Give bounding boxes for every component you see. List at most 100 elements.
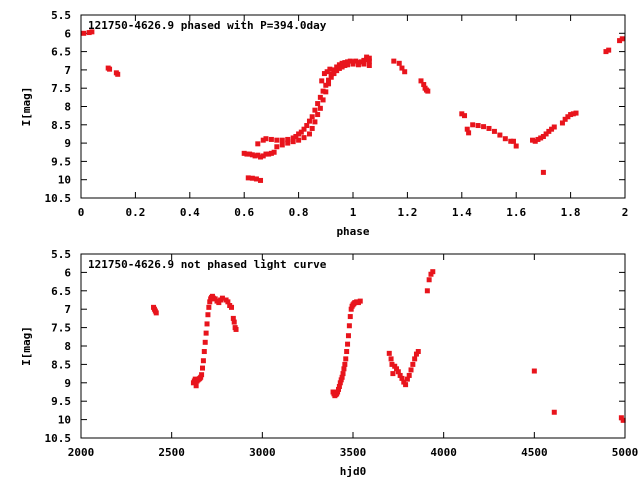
data-point: [255, 152, 261, 158]
data-point: [543, 131, 549, 137]
data-point: [415, 349, 421, 355]
data-point: [205, 312, 211, 318]
data-point: [298, 129, 304, 135]
data-point: [86, 30, 92, 36]
data-point: [306, 118, 312, 124]
data-point: [203, 330, 209, 336]
data-point: [204, 321, 210, 327]
data-point: [459, 111, 465, 117]
data-point: [366, 55, 372, 61]
data-point: [347, 314, 353, 320]
data-point: [258, 177, 264, 183]
unphased-data-points: [151, 269, 626, 423]
data-point: [565, 114, 571, 120]
data-point: [245, 175, 251, 181]
data-point: [428, 271, 434, 277]
x-tick-label: 2: [622, 206, 629, 219]
y-tick-label: 8: [64, 340, 71, 353]
data-point: [207, 299, 213, 305]
data-point: [342, 63, 348, 69]
data-point: [402, 69, 408, 75]
data-point: [331, 71, 337, 77]
data-point: [290, 135, 296, 141]
data-point: [426, 277, 432, 283]
x-tick-label: 1.2: [397, 206, 417, 219]
y-tick-label: 7.5: [51, 322, 71, 335]
y-tick-label: 10: [58, 414, 71, 427]
data-point: [198, 374, 204, 380]
data-point: [396, 60, 402, 66]
data-point: [364, 54, 370, 60]
y-tick-label: 7: [64, 64, 71, 77]
data-point: [255, 141, 261, 147]
data-point: [260, 153, 266, 159]
data-point: [466, 130, 472, 136]
data-point: [231, 319, 237, 325]
x-tick-label: 0: [78, 206, 85, 219]
data-point: [568, 112, 574, 118]
data-point: [317, 94, 323, 100]
y-tick-label: 8.5: [51, 119, 71, 132]
data-point: [225, 299, 231, 305]
y-tick-label: 9.5: [51, 395, 71, 408]
data-point: [399, 375, 405, 381]
data-point: [268, 136, 274, 142]
data-point: [249, 152, 255, 158]
data-point: [394, 366, 400, 372]
data-point: [570, 111, 576, 117]
data-point: [502, 136, 508, 142]
x-tick-label: 2000: [68, 446, 95, 459]
data-point: [328, 71, 334, 77]
data-point: [153, 310, 159, 316]
data-point: [603, 49, 609, 55]
y-tick-label: 10.5: [45, 432, 72, 445]
data-point: [321, 71, 327, 77]
data-point: [346, 323, 352, 329]
data-point: [546, 128, 552, 134]
data-point: [216, 300, 222, 306]
data-point: [253, 176, 259, 182]
data-point: [348, 306, 354, 312]
x-tick-label: 0.8: [289, 206, 309, 219]
data-point: [343, 356, 349, 362]
unphased-chart-title: 121750-4626.9 not phased light curve: [88, 258, 327, 271]
data-point: [306, 131, 312, 137]
unphased-axis-ticks: 2000 2500 3000 3500 4000 4500 5000 5.5 6 6.5 7 7.5 8…: [45, 248, 639, 459]
x-tick-label: 4500: [521, 446, 548, 459]
data-point: [317, 105, 323, 111]
data-point: [421, 82, 427, 88]
y-tick-label: 10: [58, 174, 71, 187]
data-point: [339, 64, 345, 70]
data-point: [618, 415, 624, 421]
data-point: [331, 67, 337, 73]
data-point: [268, 150, 274, 156]
x-tick-label: 3000: [249, 446, 276, 459]
data-point: [361, 61, 367, 67]
data-point: [290, 139, 296, 145]
data-point: [342, 361, 348, 367]
data-point: [353, 58, 359, 64]
data-point: [357, 298, 363, 304]
phased-x-axis-label: phase: [336, 225, 369, 238]
data-point: [271, 149, 277, 155]
data-point: [241, 150, 247, 156]
x-tick-label: 5000: [612, 446, 639, 459]
data-point: [481, 124, 487, 130]
data-point: [531, 368, 537, 374]
data-point: [285, 140, 291, 146]
x-tick-label: 1.6: [506, 206, 526, 219]
data-point: [201, 349, 207, 355]
data-point: [389, 361, 395, 367]
data-point: [559, 120, 565, 126]
data-point: [260, 137, 266, 143]
data-point: [279, 137, 285, 143]
y-tick-label: 7: [64, 303, 71, 316]
data-point: [319, 78, 325, 84]
data-point: [326, 77, 332, 83]
data-point: [323, 89, 329, 95]
data-point: [199, 372, 205, 378]
data-point: [530, 137, 536, 143]
x-tick-label: 0.4: [180, 206, 200, 219]
y-tick-label: 8.5: [51, 358, 71, 371]
phased-light-curve-panel: 121750-4626.9 phased with P=394.0day pha…: [20, 9, 628, 238]
